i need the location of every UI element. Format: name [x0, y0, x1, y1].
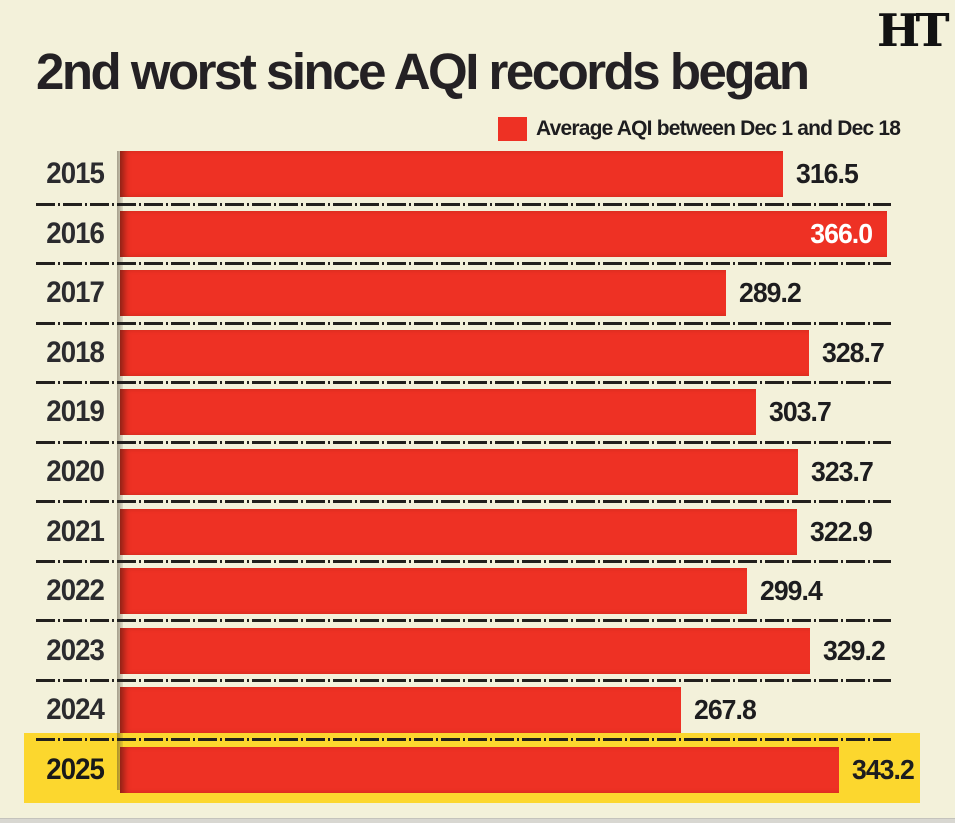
bar-2024 [120, 687, 681, 733]
year-label-2015: 2015 [46, 157, 105, 190]
bar-2018 [120, 330, 809, 376]
row-separator-8 [36, 619, 891, 622]
value-label-2025: 343.2 [852, 754, 915, 785]
value-label-2022: 299.4 [760, 575, 823, 606]
bar-2019 [120, 389, 756, 435]
legend-label: Average AQI between Dec 1 and Dec 18 [536, 117, 901, 140]
row-separator-5 [36, 441, 891, 444]
bar-2015 [120, 151, 783, 197]
chart-row-2023: 2023 329.2 [0, 628, 955, 674]
chart-row-2025: 2025 343.2 [0, 747, 955, 793]
bar-2025 [120, 747, 839, 793]
year-label-2021: 2021 [46, 515, 105, 548]
ht-logo: HT [876, 4, 949, 57]
row-separator-10 [36, 738, 891, 741]
chart-row-2019: 2019 303.7 [0, 389, 955, 435]
chart-row-2021: 2021 322.9 [0, 509, 955, 555]
chart-row-2024: 2024 267.8 [0, 687, 955, 733]
bar-2020 [120, 449, 798, 495]
row-separator-2 [36, 262, 891, 265]
chart-row-2016: 2016 366.0 [0, 211, 955, 257]
value-label-2018: 328.7 [822, 337, 885, 368]
chart-row-2015: 2015 316.5 [0, 151, 955, 197]
chart-row-2020: 2020 323.7 [0, 449, 955, 495]
chart-title: 2nd worst since AQI records began [36, 43, 810, 100]
year-label-2024: 2024 [46, 693, 105, 726]
year-label-2023: 2023 [46, 634, 105, 667]
row-separator-1 [36, 203, 891, 206]
bar-2016 [120, 211, 887, 257]
bar-2022 [120, 568, 747, 614]
value-label-2021: 322.9 [810, 516, 873, 547]
year-label-2022: 2022 [46, 574, 105, 607]
bottom-edge-strip [0, 818, 955, 823]
value-label-2017: 289.2 [739, 277, 802, 308]
bar-2023 [120, 628, 810, 674]
year-label-2025: 2025 [46, 753, 105, 786]
chart-row-2022: 2022 299.4 [0, 568, 955, 614]
chart-row-2017: 2017 289.2 [0, 270, 955, 316]
value-label-2019: 303.7 [769, 396, 832, 427]
row-separator-7 [36, 560, 891, 563]
year-label-2019: 2019 [46, 395, 105, 428]
row-separator-4 [36, 381, 891, 384]
row-separator-3 [36, 322, 891, 325]
row-separator-9 [36, 679, 891, 682]
value-label-2016: 366.0 [810, 218, 873, 249]
chart-row-2018: 2018 328.7 [0, 330, 955, 376]
year-label-2018: 2018 [46, 336, 105, 369]
year-label-2020: 2020 [46, 455, 105, 488]
bar-2017 [120, 270, 726, 316]
bar-2021 [120, 509, 797, 555]
chart-legend: Average AQI between Dec 1 and Dec 18 [498, 117, 901, 141]
value-label-2020: 323.7 [811, 456, 874, 487]
year-label-2017: 2017 [46, 276, 105, 309]
value-label-2023: 329.2 [823, 635, 886, 666]
legend-swatch-icon [498, 117, 527, 141]
value-label-2015: 316.5 [796, 158, 859, 189]
year-label-2016: 2016 [46, 217, 105, 250]
row-separator-6 [36, 500, 891, 503]
value-label-2024: 267.8 [694, 694, 757, 725]
